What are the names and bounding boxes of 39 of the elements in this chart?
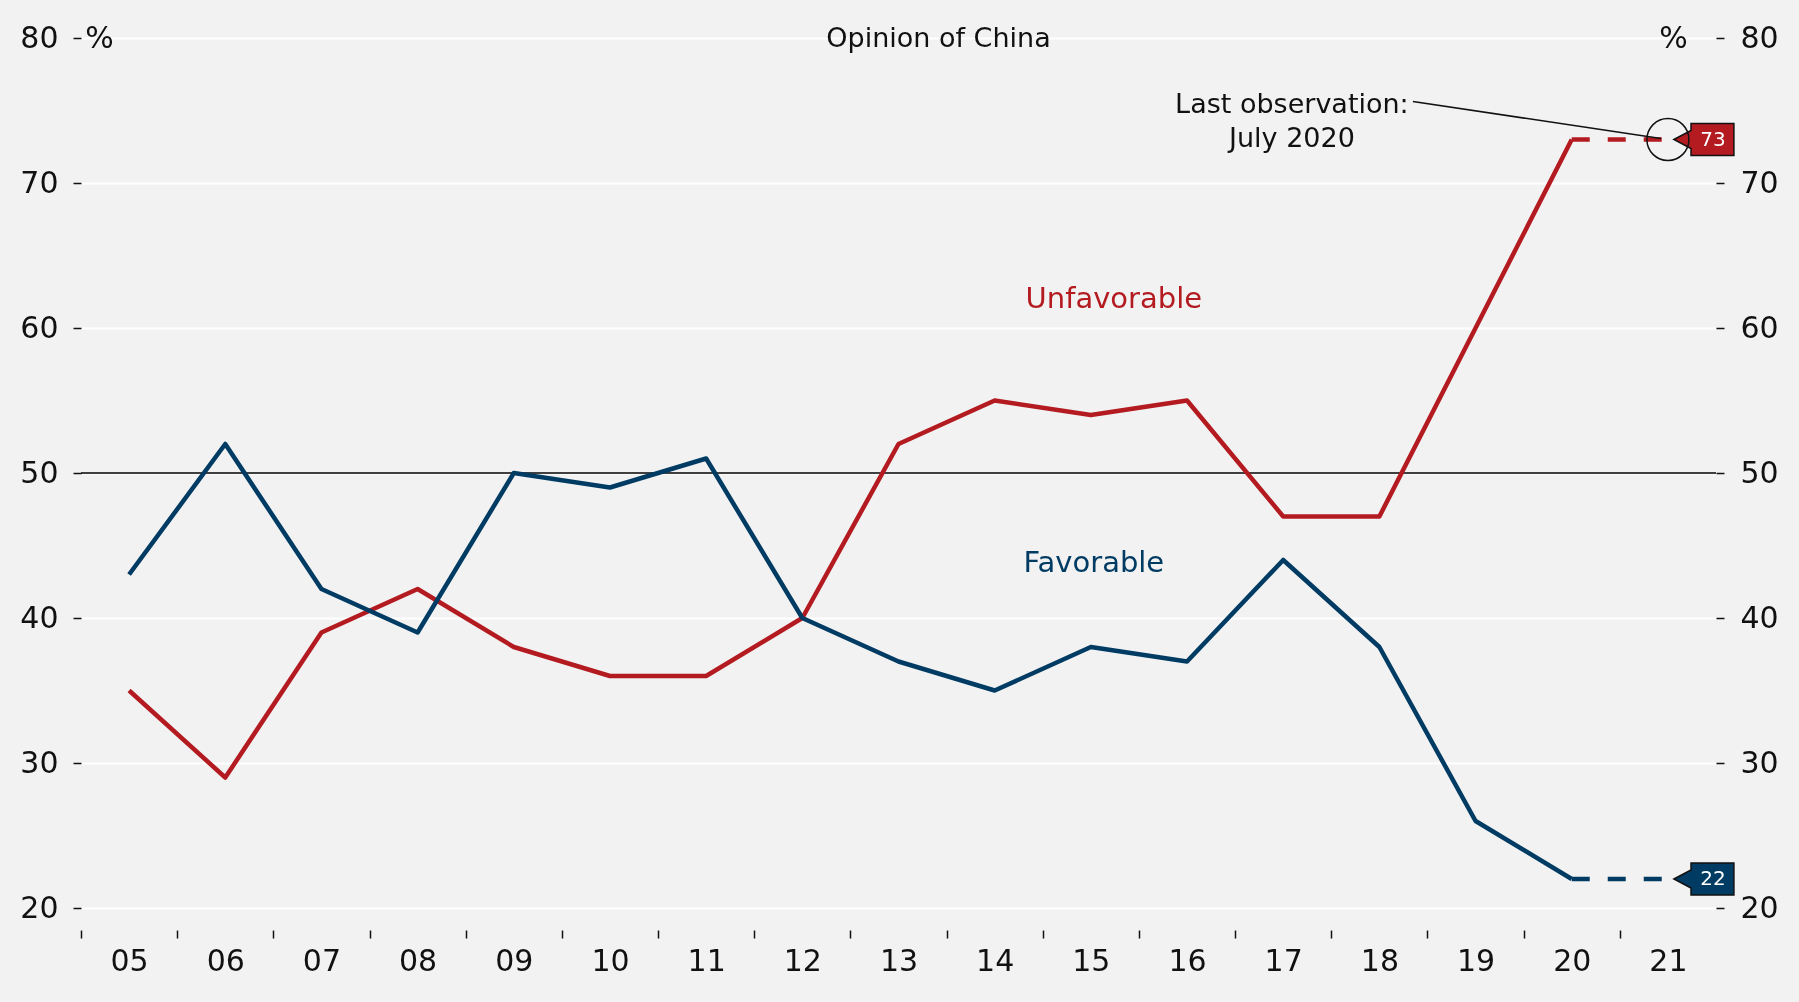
y-tick-label: 40 (20, 599, 59, 635)
x-tick-label: 21 (1649, 942, 1688, 978)
y-tick-label: 50 (20, 454, 59, 490)
x-tick-label: 16 (1168, 942, 1207, 978)
x-tick-label: 05 (110, 942, 149, 978)
y-axis-title: % (85, 19, 114, 55)
y2-tick-label: 50 (1740, 454, 1779, 490)
x-tick-label: 10 (591, 942, 630, 978)
x-tick-label: 08 (399, 942, 438, 978)
x-tick-label: 20 (1553, 942, 1592, 978)
y-tick-label: 60 (20, 309, 59, 345)
x-tick-label: 17 (1264, 942, 1303, 978)
y2-tick-label: 60 (1740, 309, 1779, 345)
y2-tick-label: 30 (1740, 744, 1779, 780)
y-tick-label: 30 (20, 744, 59, 780)
x-tick-label: 11 (687, 942, 726, 978)
x-tick-label: 15 (1072, 942, 1111, 978)
text: Unfavorable (1025, 281, 1203, 315)
x-tick-label: 06 (206, 942, 245, 978)
annotation: Last observation: July 2020 (1175, 87, 1409, 153)
chart-title: Opinion of China (826, 22, 1051, 53)
y2-tick-label: 70 (1740, 164, 1779, 200)
y-tick-label: 80 (20, 19, 59, 55)
x-tick-label: 18 (1360, 942, 1399, 978)
data-label: 22 (1700, 866, 1726, 890)
x-tick-label: 13 (879, 942, 919, 978)
x-tick-label: 12 (783, 942, 822, 978)
y2-tick-label: 80 (1740, 19, 1779, 55)
y-tick-label: 70 (20, 164, 59, 200)
x-tick-label: 14 (976, 942, 1015, 978)
x-tick-label: 09 (495, 942, 534, 978)
x-tick-label: 19 (1456, 942, 1496, 978)
y2-tick-label: 40 (1740, 599, 1779, 635)
text: Favorable (1023, 545, 1165, 579)
data-label: 73 (1700, 126, 1726, 151)
y2-axis-title: % (1659, 19, 1688, 55)
y2-tick-label: 20 (1740, 889, 1779, 925)
y-tick-label: 20 (20, 889, 59, 925)
x-tick-label: 07 (302, 942, 342, 978)
